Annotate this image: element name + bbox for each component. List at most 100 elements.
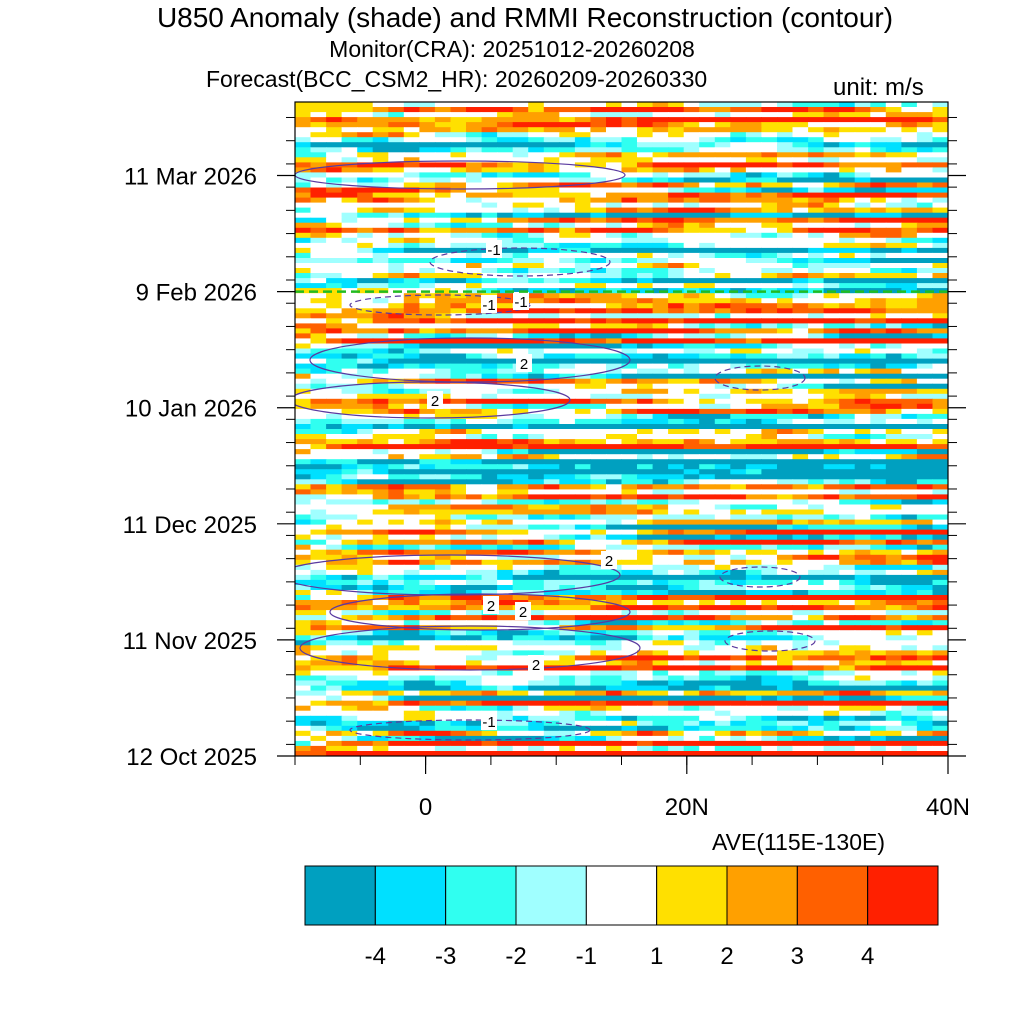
shade-cell (590, 263, 607, 269)
shade-cell (419, 112, 436, 118)
shade-cell (916, 434, 933, 440)
shade-cell (372, 212, 389, 219)
shade-cell (808, 112, 825, 118)
shade-cell (683, 388, 700, 395)
shade-cell (901, 499, 918, 505)
shade-cell (372, 620, 389, 626)
shade-cell (730, 544, 747, 551)
shade-cell (512, 675, 529, 682)
shade-cell (901, 549, 918, 556)
shade-cell (699, 574, 716, 581)
shade-cell (310, 318, 327, 324)
shade-cell (388, 574, 405, 581)
shade-cell (372, 418, 389, 425)
shade-cell (481, 559, 498, 566)
shade-cell (932, 544, 948, 551)
shade-cell (403, 529, 420, 536)
shade-cell (326, 479, 343, 485)
shade-cell (901, 137, 918, 143)
shade-cell (357, 222, 374, 229)
shade-cell (357, 162, 374, 168)
shade-cell (372, 534, 389, 541)
shade-cell (652, 569, 669, 576)
shade-cell (590, 288, 607, 294)
shade-cell (901, 217, 918, 224)
shade-cell (652, 313, 669, 319)
shade-cell (543, 403, 560, 410)
shade-cell (326, 258, 343, 264)
shade-cell (512, 102, 529, 108)
shade-cell (870, 212, 887, 219)
shade-cell (932, 348, 948, 355)
shade-cell (652, 162, 669, 168)
shade-cell (839, 595, 856, 601)
shade-cell (574, 393, 591, 400)
shade-cell (419, 308, 436, 314)
shade-cell (528, 675, 545, 682)
shade-cell (808, 278, 825, 284)
shade-cell (574, 489, 591, 495)
shade-cell (512, 403, 529, 410)
shade-cell (932, 434, 948, 440)
shade-cell (341, 358, 358, 365)
shade-cell (792, 539, 809, 546)
shade-cell (357, 167, 374, 173)
shade-cell (823, 122, 840, 128)
shade-cell (730, 539, 747, 546)
shade-cell (341, 288, 358, 294)
shade-cell (808, 640, 825, 646)
shade-cell (854, 424, 871, 430)
shade-cell (388, 504, 405, 511)
shade-cell (699, 585, 716, 591)
shade-cell (714, 303, 731, 309)
shade-cell (326, 625, 343, 631)
shade-cell (792, 620, 809, 626)
shade-cell (419, 459, 436, 465)
shade-cell (792, 519, 809, 526)
shade-cell (745, 237, 762, 244)
shade-cell (388, 524, 405, 531)
shade-cell (543, 539, 560, 546)
shade-cell (403, 142, 420, 148)
shade-cell (481, 680, 498, 687)
shade-cell (310, 439, 327, 445)
shade-cell (559, 479, 576, 485)
shade-cell (543, 600, 560, 606)
shade-cell (543, 162, 560, 168)
shade-cell (932, 469, 948, 475)
shade-cell (403, 489, 420, 495)
shade-cell (466, 212, 483, 219)
shade-cell (450, 232, 467, 239)
shade-cell (652, 333, 669, 339)
shade-cell (372, 564, 389, 571)
shade-cell (932, 509, 948, 516)
shade-cell (901, 192, 918, 199)
shade-cell (885, 590, 902, 596)
shade-cell (590, 187, 607, 194)
shade-cell (637, 413, 654, 420)
shade-cell (372, 172, 389, 178)
shade-cell (528, 690, 545, 697)
shade-cell (823, 579, 840, 586)
shade-cell (761, 559, 778, 566)
shade-cell (419, 655, 436, 661)
shade-cell (745, 217, 762, 224)
shade-cell (372, 107, 389, 113)
shade-cell (606, 479, 623, 485)
shade-cell (668, 182, 685, 189)
shade-cell (466, 237, 483, 244)
shade-cell (543, 358, 560, 365)
shade-cell (559, 127, 576, 133)
shade-cell (730, 298, 747, 304)
shade-cell (854, 227, 871, 234)
shade-cell (512, 474, 529, 480)
shade-cell (388, 590, 405, 596)
shade-cell (668, 685, 685, 692)
shade-cell (637, 474, 654, 480)
shade-cell (714, 187, 731, 194)
shade-cell (341, 388, 358, 395)
shade-cell (777, 298, 794, 304)
shade-cell (419, 615, 436, 621)
shade-cell (388, 418, 405, 425)
shade-cell (419, 187, 436, 194)
